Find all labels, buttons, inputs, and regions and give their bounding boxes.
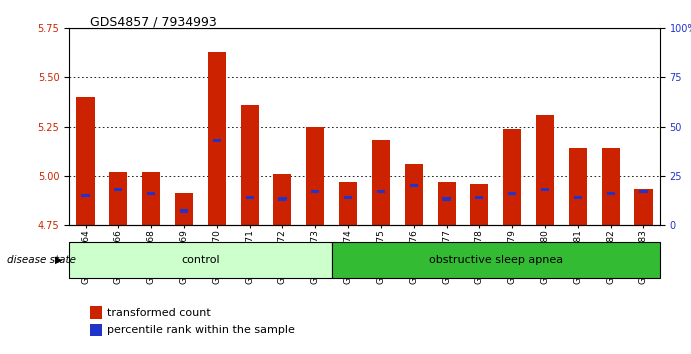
- Text: transformed count: transformed count: [107, 308, 211, 318]
- Bar: [344, 195, 352, 199]
- Bar: [475, 195, 484, 199]
- Bar: [569, 148, 587, 225]
- Text: control: control: [181, 255, 220, 265]
- Bar: [142, 172, 160, 225]
- Bar: [213, 138, 221, 142]
- Text: percentile rank within the sample: percentile rank within the sample: [107, 325, 295, 335]
- Bar: [607, 192, 615, 195]
- Bar: [471, 183, 489, 225]
- Bar: [639, 190, 647, 193]
- Bar: [278, 198, 287, 201]
- Bar: [82, 194, 90, 197]
- Text: ▶: ▶: [55, 255, 62, 265]
- Bar: [339, 182, 357, 225]
- Text: disease state: disease state: [7, 255, 76, 265]
- Bar: [77, 97, 95, 225]
- Text: GDS4857 / 7934993: GDS4857 / 7934993: [90, 16, 216, 29]
- Bar: [175, 193, 193, 225]
- Bar: [442, 198, 451, 201]
- Bar: [503, 129, 521, 225]
- Bar: [410, 184, 418, 187]
- Bar: [240, 105, 258, 225]
- Bar: [180, 209, 188, 213]
- Bar: [306, 126, 324, 225]
- Bar: [147, 192, 155, 195]
- Bar: [245, 195, 254, 199]
- Bar: [437, 182, 455, 225]
- Bar: [574, 195, 582, 199]
- Bar: [114, 188, 122, 191]
- Bar: [311, 190, 319, 193]
- Bar: [541, 188, 549, 191]
- Bar: [508, 192, 516, 195]
- Bar: [109, 172, 127, 225]
- Bar: [377, 190, 385, 193]
- Bar: [274, 174, 292, 225]
- Bar: [208, 52, 226, 225]
- Bar: [405, 164, 423, 225]
- Bar: [602, 148, 620, 225]
- Bar: [372, 140, 390, 225]
- Bar: [634, 189, 652, 225]
- Bar: [536, 115, 554, 225]
- Text: obstructive sleep apnea: obstructive sleep apnea: [428, 255, 563, 265]
